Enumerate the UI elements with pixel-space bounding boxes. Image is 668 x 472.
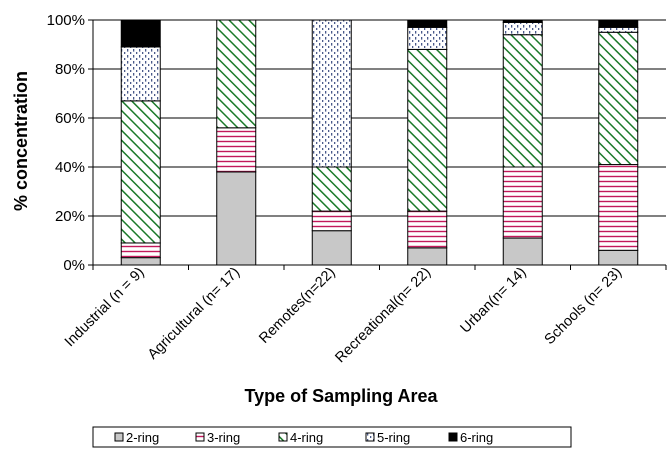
bar-segment-4-ring [407, 48, 448, 212]
axes [92, 20, 667, 270]
x-tick-label: Recreational(n= 22) [332, 265, 434, 367]
x-tick-labels: Industrial (n = 9)Agricultural (n= 17) Re… [62, 265, 625, 367]
bar-segment-2-ring [502, 237, 543, 266]
bar-segment-5-ring [407, 26, 448, 50]
bar-stack [120, 19, 161, 266]
x-tick-label: Agricultural (n= 17) [145, 265, 243, 363]
bar-stack [311, 19, 352, 266]
bars-group [120, 19, 639, 266]
x-tick-label: Urban(n= 14) [458, 265, 530, 337]
x-tick-label: Industrial (n = 9) [62, 265, 148, 351]
bar-segment-2-ring [216, 171, 257, 266]
legend-swatch-3-ring [195, 432, 205, 442]
y-tick-label: 60% [55, 110, 85, 127]
bar-segment-4-ring [598, 31, 639, 166]
bar-segment-2-ring [407, 247, 448, 266]
y-tick-label: 100% [47, 12, 85, 29]
x-tick-label: Remotes(n=22) [256, 265, 338, 347]
bar-segment-3-ring [311, 210, 352, 232]
y-tick-labels: 0% 20% 40% 60% 80% 100% [47, 12, 85, 274]
bar-segment-6-ring [407, 19, 448, 28]
bar-stack [502, 19, 543, 266]
bar-segment-5-ring [120, 46, 161, 102]
y-tick-label: 80% [55, 61, 85, 78]
bar-segment-5-ring [598, 26, 639, 33]
bar-segment-2-ring [311, 230, 352, 266]
y-axis-title: % concentration [11, 71, 31, 211]
legend: 2-ring 3-ring 4-ring 5-ring 6-ring [92, 426, 572, 448]
gridlines [88, 19, 666, 266]
bar-segment-3-ring [598, 164, 639, 251]
legend-swatch-5-ring [365, 432, 375, 442]
y-tick-label: 0% [63, 257, 85, 274]
bar-segment-5-ring [502, 21, 543, 36]
bar-segment-6-ring [502, 19, 543, 23]
legend-swatch-4-ring [278, 432, 288, 442]
bar-segment-3-ring [216, 127, 257, 173]
bar-stack [216, 19, 257, 266]
x-axis-title: Type of Sampling Area [244, 386, 438, 406]
bar-segment-4-ring [120, 100, 161, 244]
bar-segment-3-ring [502, 166, 543, 239]
bar-stack [598, 19, 639, 266]
legend-label: 2-ring [126, 430, 159, 445]
bar-segment-4-ring [311, 166, 352, 212]
bar-stack [407, 19, 448, 266]
bar-segment-3-ring [120, 242, 161, 259]
y-tick-label: 40% [55, 159, 85, 176]
legend-swatch-6-ring [448, 432, 458, 442]
legend-swatch-2-ring [114, 432, 124, 442]
bar-segment-4-ring [502, 34, 543, 168]
bar-segment-6-ring [120, 19, 161, 48]
bar-segment-3-ring [407, 210, 448, 249]
bar-segment-6-ring [598, 19, 639, 28]
bar-segment-4-ring [216, 19, 257, 129]
bar-segment-2-ring [598, 249, 639, 266]
legend-label: 3-ring [207, 430, 240, 445]
legend-label: 6-ring [460, 430, 493, 445]
bar-segment-5-ring [311, 19, 352, 168]
legend-label: 4-ring [290, 430, 323, 445]
legend-label: 5-ring [377, 430, 410, 445]
legend-box [92, 426, 572, 448]
bar-segment-2-ring [120, 257, 161, 266]
x-tick-label: Schools (n= 23) [542, 265, 625, 348]
y-tick-label: 20% [55, 208, 85, 225]
